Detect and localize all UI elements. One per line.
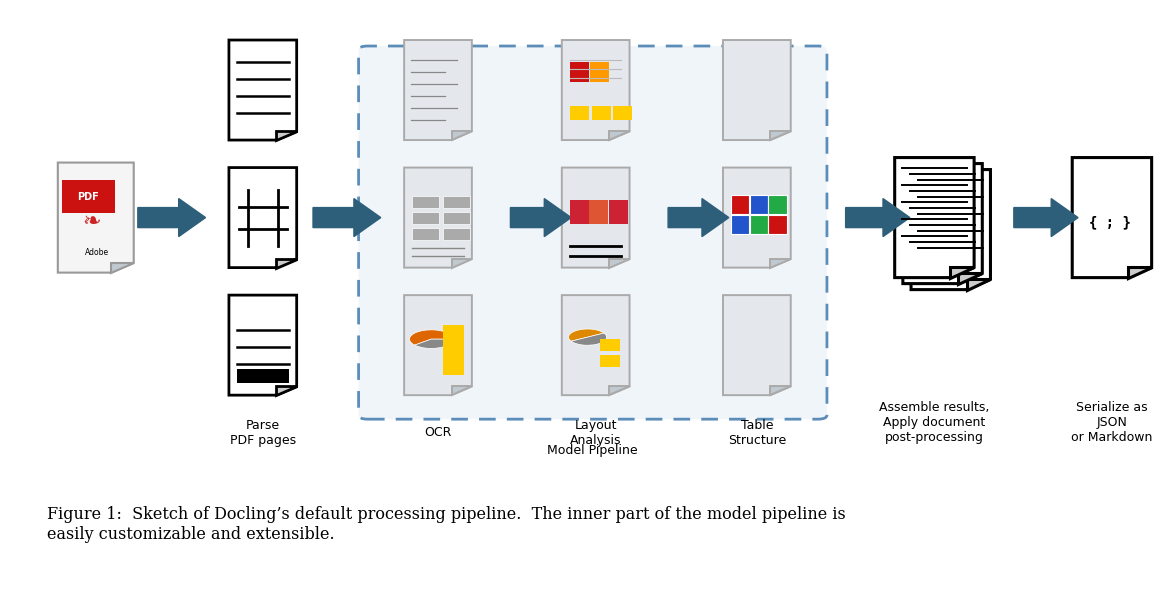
- Text: PDF: PDF: [77, 192, 99, 202]
- Wedge shape: [415, 339, 453, 348]
- Polygon shape: [277, 387, 297, 395]
- Bar: [443, 212, 470, 224]
- Text: Parse
PDF pages: Parse PDF pages: [230, 418, 296, 447]
- Bar: [731, 215, 750, 234]
- Wedge shape: [571, 333, 606, 345]
- Bar: [731, 195, 750, 214]
- Polygon shape: [610, 387, 630, 395]
- Bar: [769, 215, 787, 234]
- Bar: [570, 106, 589, 120]
- Polygon shape: [951, 267, 974, 278]
- Polygon shape: [903, 163, 982, 284]
- Polygon shape: [404, 168, 472, 268]
- Bar: [412, 228, 439, 240]
- Polygon shape: [967, 279, 990, 290]
- Bar: [590, 199, 609, 224]
- Polygon shape: [610, 131, 630, 140]
- Wedge shape: [410, 330, 453, 345]
- Polygon shape: [111, 263, 133, 273]
- Polygon shape: [723, 40, 791, 140]
- Bar: [570, 62, 589, 82]
- Polygon shape: [895, 157, 974, 278]
- Polygon shape: [562, 168, 630, 268]
- Polygon shape: [562, 40, 630, 140]
- Text: Model Pipeline: Model Pipeline: [548, 443, 638, 457]
- Text: Table
Structure: Table Structure: [728, 418, 786, 447]
- Bar: [592, 106, 611, 120]
- Text: Serialize as
JSON
or Markdown: Serialize as JSON or Markdown: [1071, 401, 1153, 444]
- Bar: [609, 199, 627, 224]
- FancyArrow shape: [313, 199, 381, 237]
- FancyBboxPatch shape: [359, 46, 827, 419]
- Polygon shape: [404, 295, 472, 395]
- Text: Adobe: Adobe: [85, 248, 110, 257]
- Polygon shape: [723, 168, 791, 268]
- Polygon shape: [229, 295, 297, 395]
- Polygon shape: [610, 259, 630, 268]
- Bar: [237, 369, 288, 383]
- Polygon shape: [771, 131, 791, 140]
- Polygon shape: [562, 295, 630, 395]
- Bar: [613, 106, 632, 120]
- Text: OCR: OCR: [424, 426, 452, 439]
- Bar: [412, 196, 439, 207]
- Polygon shape: [911, 170, 990, 290]
- Bar: [412, 212, 439, 224]
- Polygon shape: [723, 295, 791, 395]
- Text: ❧: ❧: [82, 212, 100, 232]
- Text: Figure 1:  Sketch of Docling’s default processing pipeline.  The inner part of t: Figure 1: Sketch of Docling’s default pr…: [47, 506, 846, 543]
- Polygon shape: [959, 273, 982, 284]
- Bar: [599, 355, 620, 367]
- Bar: [570, 199, 589, 224]
- Wedge shape: [569, 329, 604, 341]
- Polygon shape: [771, 259, 791, 268]
- FancyArrow shape: [846, 199, 910, 237]
- Polygon shape: [229, 40, 297, 140]
- Text: Assemble results,
Apply document
post-processing: Assemble results, Apply document post-pr…: [880, 401, 989, 444]
- FancyArrow shape: [510, 199, 571, 237]
- Bar: [599, 339, 620, 351]
- Polygon shape: [452, 387, 472, 395]
- Bar: [590, 62, 609, 82]
- Polygon shape: [404, 40, 472, 140]
- Polygon shape: [58, 163, 133, 273]
- Polygon shape: [771, 387, 791, 395]
- Polygon shape: [229, 168, 297, 268]
- Polygon shape: [277, 131, 297, 140]
- Polygon shape: [452, 259, 472, 268]
- Bar: [444, 325, 464, 375]
- Bar: [62, 180, 114, 213]
- Text: { ; }: { ; }: [1089, 215, 1131, 229]
- Bar: [443, 228, 470, 240]
- Polygon shape: [277, 259, 297, 268]
- Polygon shape: [1128, 267, 1152, 278]
- Bar: [750, 215, 769, 234]
- Bar: [769, 195, 787, 214]
- FancyArrow shape: [1014, 199, 1078, 237]
- Bar: [443, 196, 470, 207]
- Polygon shape: [1072, 157, 1152, 278]
- Text: Layout
Analysis: Layout Analysis: [570, 418, 621, 447]
- FancyArrow shape: [668, 199, 729, 237]
- FancyArrow shape: [138, 199, 206, 237]
- Bar: [750, 195, 769, 214]
- Polygon shape: [452, 131, 472, 140]
